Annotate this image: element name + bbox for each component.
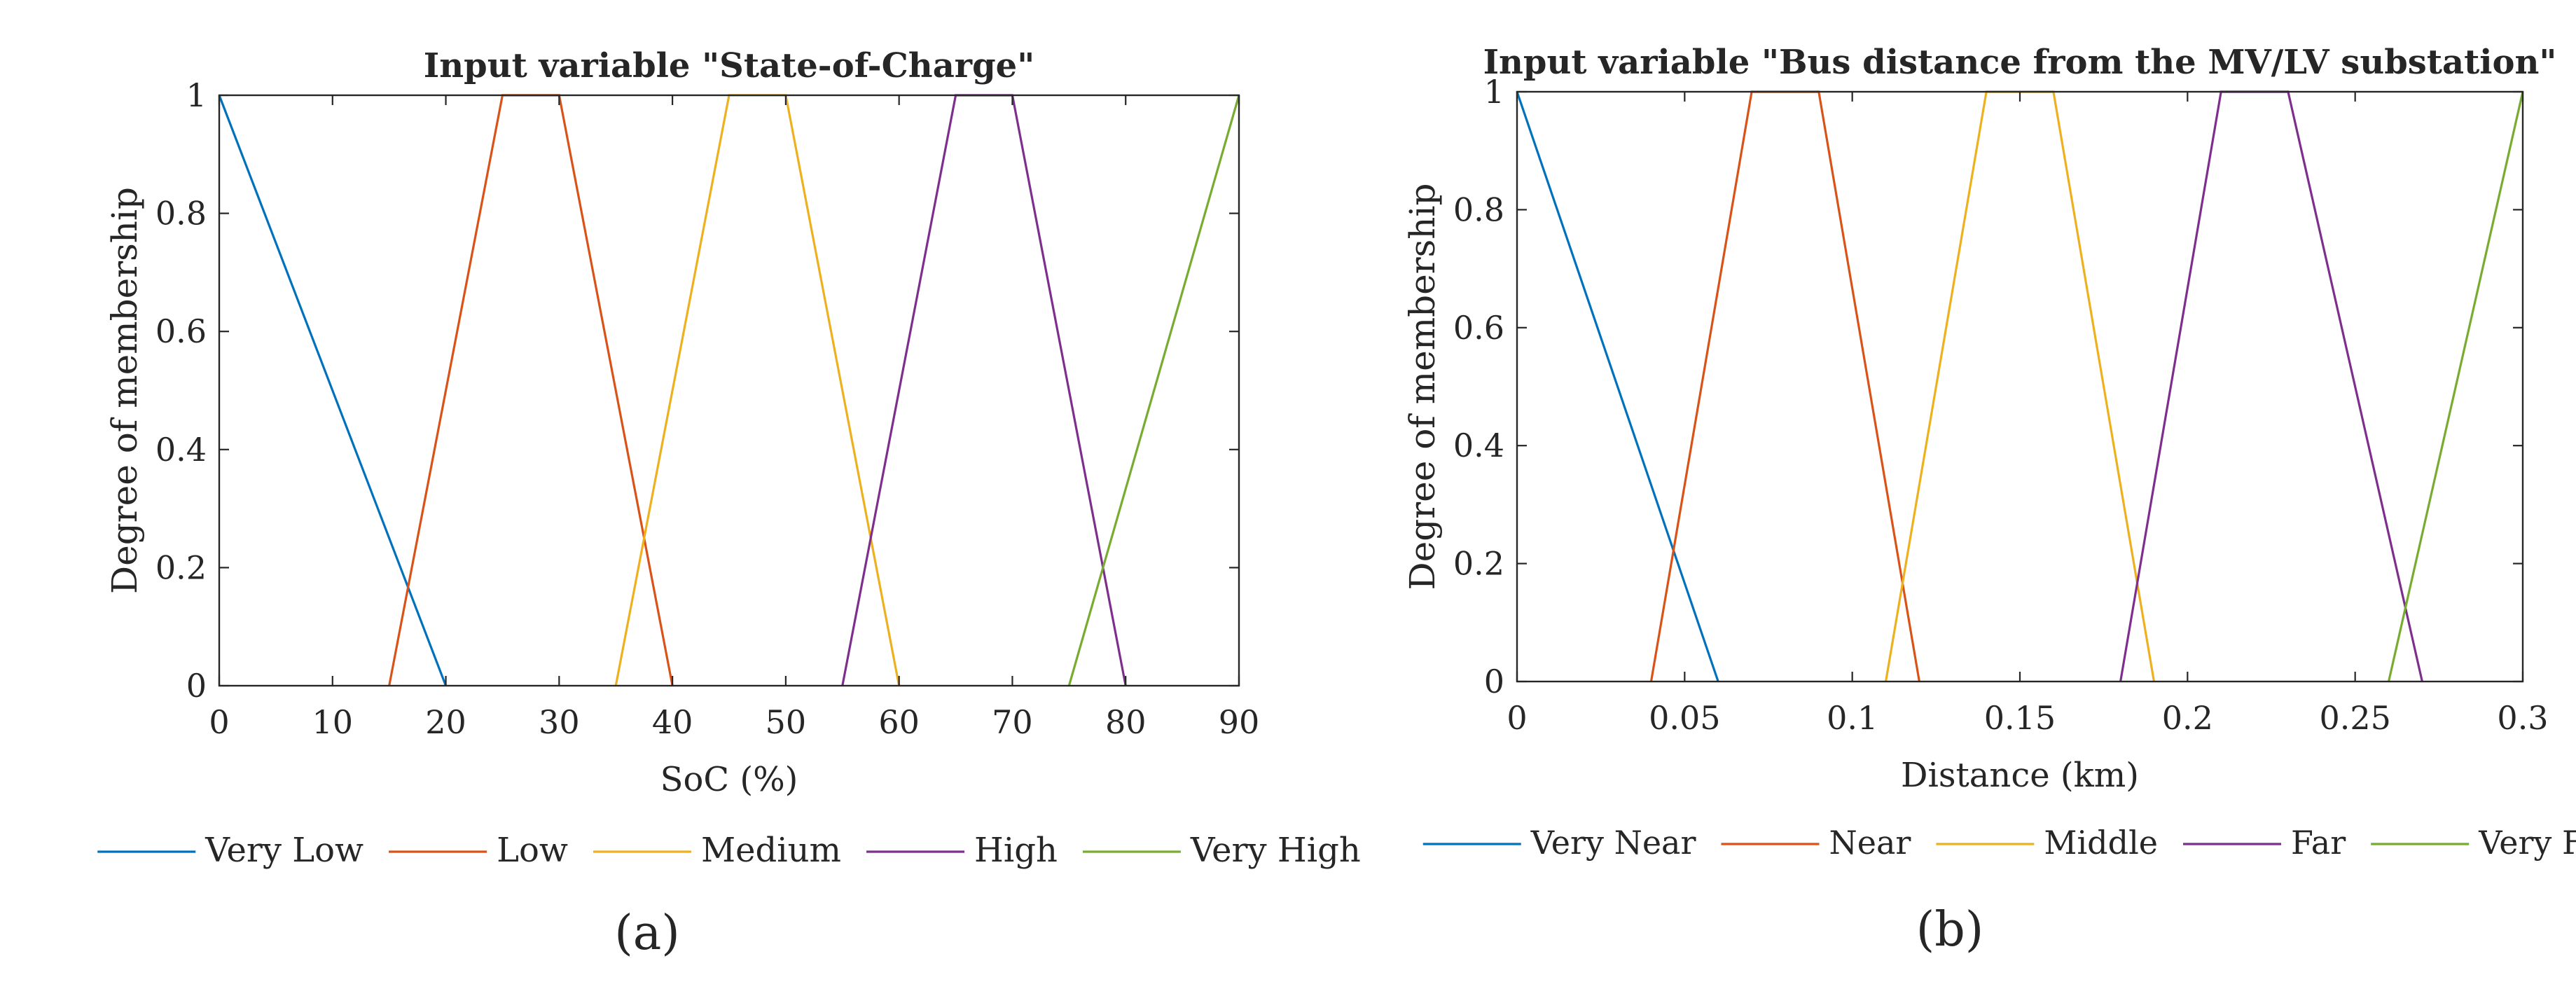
chart-panel-b: 0 0.05 0.1 0.15 0.2 0.25 0.3 0 0.2 0.4 0.6 0.8 1Inpu…	[1402, 43, 2576, 957]
legend-label: Far	[2291, 824, 2346, 862]
legend-item: Near	[1721, 824, 1911, 862]
x-tick-label: 40	[652, 703, 693, 741]
legend-label: Medium	[701, 831, 841, 870]
y-tick-label: 0.6	[155, 312, 207, 350]
legend-label: Low	[497, 831, 568, 870]
y-tick-label: 0.4	[1453, 427, 1504, 464]
legend-item: Very Near	[1422, 824, 1696, 862]
series-line-very-near	[1516, 91, 1719, 682]
axes-box	[218, 94, 1240, 687]
y-tick-label: 0.2	[1453, 545, 1504, 583]
legend-item: Very Low	[97, 831, 363, 870]
legend: Very Near Near Middle Far Very Far	[1422, 824, 2576, 862]
legend-label: Very Low	[205, 831, 363, 870]
axes-box	[1516, 90, 2524, 683]
x-tick-label: 0.2	[2162, 699, 2213, 737]
series-line-high	[841, 94, 1127, 686]
x-tick-label: 30	[539, 703, 580, 741]
panel-label: (b)	[1916, 902, 1984, 957]
legend-item: Medium	[593, 831, 841, 870]
x-tick-label: 50	[766, 703, 807, 741]
x-tick-label: 0.25	[2319, 699, 2390, 737]
series-line-far	[2119, 90, 2423, 682]
y-tick-label: 0	[186, 667, 207, 705]
y-tick-label: 0.8	[155, 195, 207, 233]
y-axis-label: Degree of membership	[104, 187, 145, 594]
legend-label: Near	[1829, 824, 1911, 862]
legend-label: Very Far	[2478, 824, 2576, 862]
legend-item: High	[866, 831, 1058, 870]
legend-item: Middle	[1936, 824, 2158, 862]
chart-panel-a: 0 10 20 30 40 50 60 70 80 90 0 0.2 0.4 0.6 0.8 1 Input v…	[97, 46, 1361, 961]
x-tick-label: 0.3	[2497, 699, 2548, 737]
x-axis-label: Distance (km)	[1901, 756, 2139, 795]
legend-label: Middle	[2044, 824, 2158, 862]
y-tick-label: 0	[1484, 663, 1504, 700]
series-line-very-far	[2387, 91, 2524, 682]
x-tick-label: 90	[1219, 703, 1260, 741]
x-tick-label: 0.1	[1827, 699, 1878, 737]
x-tick-label: 60	[878, 703, 920, 741]
y-tick-label: 0.2	[155, 548, 207, 586]
x-tick-label: 10	[312, 703, 354, 741]
x-tick-label: 20	[425, 703, 466, 741]
x-tick-label: 80	[1105, 703, 1147, 741]
chart-title: Input variable "Bus distance from the MV…	[1483, 43, 2557, 82]
legend-item: Low	[389, 831, 568, 870]
legend-label: High	[974, 831, 1058, 870]
x-tick-label: 0.15	[1984, 699, 2056, 737]
legend-label: Very High	[1190, 831, 1361, 870]
y-tick-label: 0.6	[1453, 309, 1504, 347]
x-tick-label: 0	[1507, 699, 1527, 737]
legend-item: Far	[2183, 824, 2346, 862]
y-axis-label: Degree of membership	[1402, 184, 1443, 590]
chart-title: Input variable "State-of-Charge"	[424, 46, 1034, 85]
series-line-very-low	[218, 95, 448, 686]
panel-label: (a)	[614, 906, 680, 961]
series-line-middle	[1884, 90, 2156, 682]
y-tick-label: 0.4	[155, 431, 207, 469]
x-tick-label: 70	[992, 703, 1033, 741]
x-tick-label: 0	[209, 703, 229, 741]
x-axis-label: SoC (%)	[660, 760, 798, 799]
series-line-low	[388, 94, 674, 686]
y-tick-label: 0.8	[1453, 191, 1504, 228]
series-line-near	[1649, 90, 1920, 682]
y-tick-label: 1	[186, 76, 207, 114]
legend-label: Very Near	[1530, 824, 1696, 862]
legend: Very Low Low Medium High Very High	[97, 831, 1361, 870]
series-line-very-high	[1067, 95, 1240, 686]
y-tick-label: 1	[1484, 73, 1504, 111]
x-tick-label: 0.05	[1649, 699, 1720, 737]
legend-item: Very High	[1082, 831, 1361, 870]
legend-item: Very Far	[2371, 824, 2576, 862]
series-line-medium	[614, 94, 901, 686]
